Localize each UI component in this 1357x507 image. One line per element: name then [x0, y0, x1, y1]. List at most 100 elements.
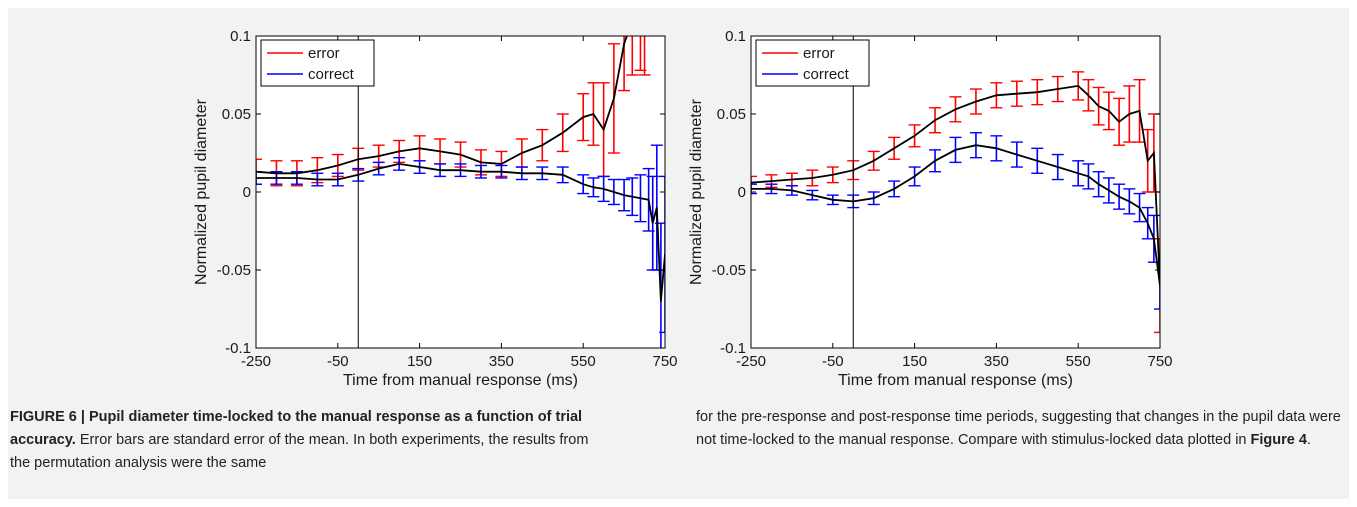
- x-tick-label: 550: [1066, 353, 1091, 370]
- data-point-correct: [1138, 206, 1141, 209]
- data-point-correct: [1118, 195, 1120, 198]
- series-error-mean-line: [256, 36, 628, 175]
- data-point-error: [1016, 92, 1018, 95]
- data-point-correct: [872, 197, 875, 200]
- data-point-correct: [913, 175, 916, 178]
- data-point-correct: [631, 195, 634, 198]
- data-point-correct: [613, 191, 615, 193]
- data-point-correct: [623, 194, 625, 196]
- data-point-correct: [561, 174, 564, 176]
- chart-2: -250 -50 150 350 550 750 -0.1 -0.05 0 0.05 0.1 Time…: [688, 28, 1173, 389]
- data-point-correct: [647, 199, 650, 201]
- data-point-error: [832, 174, 834, 176]
- data-point-correct: [954, 149, 957, 151]
- x-tick-label: 350: [984, 353, 1009, 370]
- x-axis-label: Time from manual response (ms): [343, 372, 578, 389]
- data-point-error: [613, 97, 615, 100]
- data-point-correct: [995, 147, 998, 150]
- x-tick-label: 350: [489, 353, 514, 370]
- data-point-correct: [521, 172, 523, 175]
- data-point-error: [1087, 94, 1090, 97]
- legend-box: [755, 39, 870, 87]
- data-point-error: [631, 20, 633, 22]
- data-point-error: [1036, 91, 1039, 93]
- data-point-error: [934, 119, 936, 122]
- data-point-correct: [1016, 153, 1018, 156]
- data-point-correct: [1077, 172, 1079, 175]
- data-point-error: [640, 23, 642, 25]
- data-point-error: [377, 155, 380, 157]
- data-point-correct: [296, 177, 298, 179]
- x-tick-label: 150: [407, 353, 432, 370]
- data-point-correct: [337, 178, 339, 181]
- caption-left-column: FIGURE 6 | Pupil diameter time-locked to…: [10, 406, 610, 475]
- series-correct-mean-line: [256, 162, 665, 302]
- y-tick-label: -0.1: [225, 340, 251, 357]
- data-point-correct: [1128, 200, 1131, 203]
- x-tick-label: -250: [736, 353, 766, 370]
- data-point-error: [439, 150, 441, 153]
- data-point-error: [913, 135, 916, 137]
- legend-label-correct: correct: [803, 66, 850, 83]
- data-point-error: [1146, 160, 1149, 162]
- data-point-error: [1153, 152, 1155, 154]
- data-point-correct: [893, 188, 895, 190]
- data-point-error: [954, 108, 957, 111]
- data-point-correct: [602, 188, 605, 190]
- data-point-correct: [377, 167, 380, 170]
- data-point-error: [521, 152, 523, 154]
- data-point-correct: [1097, 183, 1100, 185]
- figure-plots: -250 -50 150 350 550 750 -0.1 -0.05 0 0.05 0.1 Time…: [193, 20, 1173, 389]
- series-error-mean-line: [751, 84, 1160, 286]
- data-point-correct: [975, 144, 977, 146]
- x-tick-label: 550: [571, 353, 596, 370]
- data-point-correct: [639, 197, 642, 200]
- y-tick-label: 0: [243, 184, 251, 201]
- data-point-error: [480, 161, 482, 164]
- plot-area: [751, 36, 1160, 348]
- data-layer: [751, 71, 1160, 334]
- data-point-error: [541, 144, 544, 146]
- y-tick-label: -0.05: [217, 262, 251, 279]
- data-point-correct: [480, 170, 482, 173]
- data-point-correct: [398, 163, 400, 165]
- data-point-error: [296, 172, 298, 175]
- data-point-correct: [500, 170, 503, 173]
- legend-label-error: error: [308, 45, 340, 62]
- data-point-correct: [832, 199, 834, 201]
- x-tick-label: -250: [241, 353, 271, 370]
- data-point-correct: [1108, 189, 1110, 192]
- data-point-error: [337, 164, 339, 167]
- data-point-error: [1077, 85, 1079, 87]
- data-point-correct: [592, 186, 595, 189]
- x-tick-label: -50: [822, 353, 844, 370]
- data-point-correct: [1087, 175, 1090, 178]
- data-point-correct: [418, 166, 421, 168]
- data-point-correct: [316, 178, 319, 181]
- x-tick-label: 150: [902, 353, 927, 370]
- plot-area: [256, 36, 665, 348]
- data-point-error: [592, 113, 595, 115]
- y-tick-label: -0.1: [720, 340, 746, 357]
- data-point-correct: [1146, 222, 1149, 224]
- data-point-error: [275, 172, 278, 175]
- legend: error correct: [755, 39, 870, 87]
- data-point-error: [872, 160, 875, 162]
- data-point-correct: [660, 300, 662, 303]
- data-point-error: [582, 116, 584, 118]
- data-point-correct: [811, 194, 814, 196]
- y-tick-label: 0.05: [717, 106, 746, 123]
- data-point-correct: [1036, 160, 1039, 162]
- y-tick-label: 0.1: [725, 28, 746, 45]
- data-point-correct: [1153, 238, 1155, 240]
- data-point-error: [1056, 88, 1059, 90]
- series-correct-mean-line: [751, 144, 1160, 286]
- y-tick-label: 0.1: [230, 28, 251, 45]
- data-point-error: [561, 131, 564, 134]
- x-tick-label: 750: [1147, 353, 1172, 370]
- data-point-error: [1128, 113, 1131, 115]
- data-point-correct: [791, 189, 793, 192]
- data-point-error: [644, 27, 646, 29]
- x-tick-label: -50: [327, 353, 349, 370]
- y-axis-label: Normalized pupil diameter: [193, 98, 210, 285]
